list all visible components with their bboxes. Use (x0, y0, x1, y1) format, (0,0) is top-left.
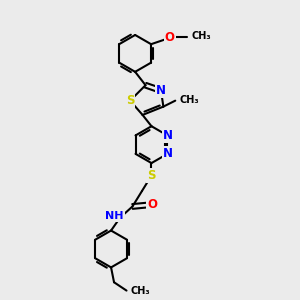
Text: N: N (162, 147, 172, 161)
Text: CH₃: CH₃ (180, 95, 199, 105)
Text: S: S (147, 169, 156, 182)
Text: N: N (156, 84, 166, 97)
Text: CH₃: CH₃ (131, 286, 151, 296)
Text: S: S (126, 94, 134, 107)
Text: O: O (147, 199, 158, 212)
Text: CH₃: CH₃ (192, 32, 212, 41)
Text: N: N (162, 129, 172, 142)
Text: NH: NH (105, 211, 124, 221)
Text: O: O (165, 31, 175, 44)
